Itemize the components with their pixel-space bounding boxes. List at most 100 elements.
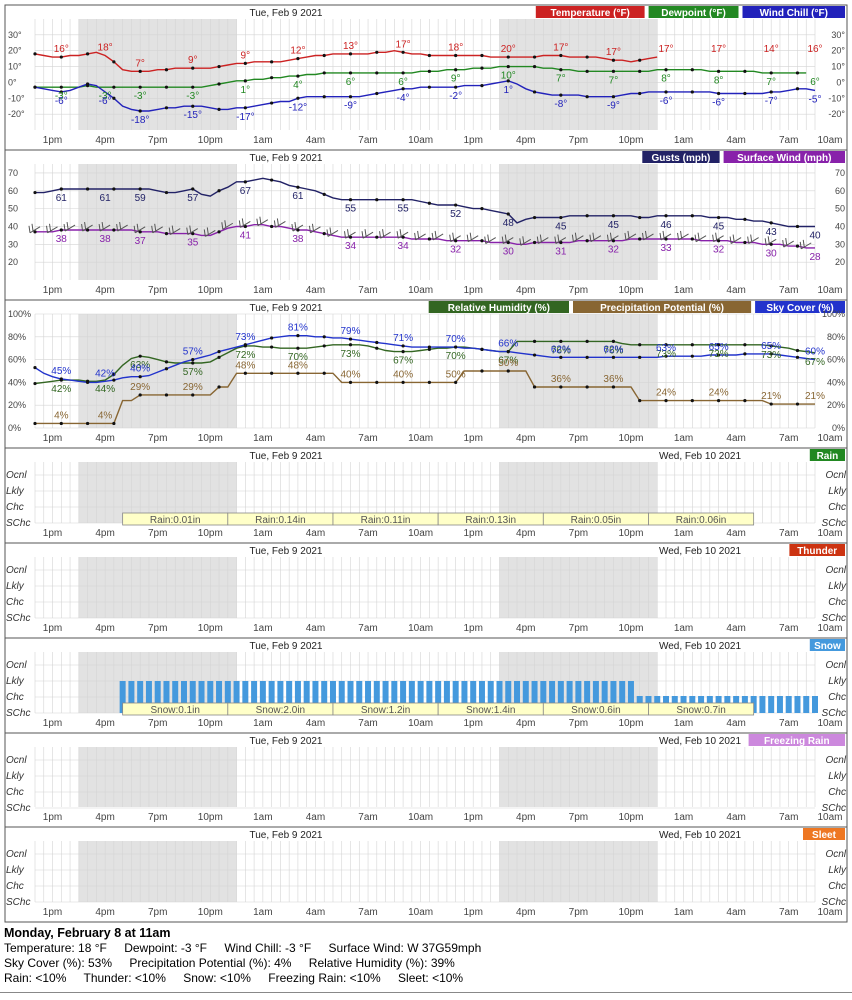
series-point xyxy=(585,355,589,359)
category-label: Lkly xyxy=(6,676,25,687)
x-tick-label: 7pm xyxy=(569,623,588,634)
series-point xyxy=(585,55,589,59)
info-row-3: Rain: <10% Thunder: <10% Snow: <10% Free… xyxy=(4,971,848,986)
wind-barb xyxy=(729,234,742,244)
data-label: 44% xyxy=(95,384,115,395)
category-label-right: Chc xyxy=(828,692,846,703)
precip-bar xyxy=(259,681,266,713)
precip-bar xyxy=(592,681,599,713)
category-label-right: Chc xyxy=(828,502,846,513)
category-label-right: Ocnl xyxy=(825,755,846,766)
data-label: 7° xyxy=(556,74,566,85)
series-point xyxy=(795,348,800,353)
series-point xyxy=(217,230,221,234)
date-label: Tue, Feb 9 2021 xyxy=(249,8,322,19)
date-label-2: Wed, Feb 10 2021 xyxy=(659,641,742,652)
series-point xyxy=(243,106,247,110)
data-label: 7° xyxy=(609,75,619,86)
series-point xyxy=(112,421,116,426)
data-label: -6° xyxy=(712,98,725,109)
legend-swatch xyxy=(642,151,720,163)
data-label: 4% xyxy=(98,410,113,421)
date-label: Tue, Feb 9 2021 xyxy=(249,641,322,652)
series-point xyxy=(611,355,616,359)
panel-snow xyxy=(4,637,848,734)
x-tick-label: 10am xyxy=(408,907,433,918)
series-point xyxy=(33,190,37,195)
x-tick-label: 4pm xyxy=(95,285,114,296)
series-point xyxy=(559,93,563,97)
panel-humidity xyxy=(4,299,848,449)
date-label: Tue, Feb 9 2021 xyxy=(249,153,322,164)
data-label: 32 xyxy=(450,245,462,256)
data-label: 6° xyxy=(398,77,408,88)
series-point xyxy=(401,50,405,54)
wind-barb xyxy=(694,232,707,243)
series-point xyxy=(638,91,642,96)
data-label: -3° xyxy=(55,91,68,102)
data-label: 4° xyxy=(293,80,303,91)
info-row-1: Temperature: 18 °F Dewpoint: -3 °F Wind … xyxy=(4,941,848,956)
data-label: 73% xyxy=(656,349,676,360)
series-point xyxy=(795,355,800,359)
data-label: 62% xyxy=(603,344,623,355)
series-point xyxy=(296,57,300,61)
x-tick-label: 7pm xyxy=(148,433,167,444)
series-point xyxy=(585,239,589,243)
x-tick-label: 10am xyxy=(408,623,433,634)
x-tick-label: 7pm xyxy=(569,907,588,918)
data-label: 38 xyxy=(292,234,304,245)
data-label: 52 xyxy=(450,209,462,220)
precip-bar xyxy=(584,681,591,713)
precip-bar xyxy=(452,681,459,713)
category-label: Ocnl xyxy=(6,565,27,576)
x-tick-label: 4am xyxy=(306,812,325,823)
x-tick-label: 1am xyxy=(253,135,272,146)
series-point xyxy=(164,85,169,89)
x-tick-label: 7am xyxy=(358,433,377,444)
x-tick-label: 1pm xyxy=(463,812,482,823)
data-label: 45 xyxy=(608,220,620,231)
data-label: 70% xyxy=(446,351,466,362)
x-tick-label: 7am xyxy=(358,623,377,634)
legend-entry: Rain xyxy=(817,451,839,462)
precip-bar xyxy=(189,681,196,713)
series-point xyxy=(690,237,694,241)
x-tick-label: 4am xyxy=(306,718,325,729)
precip-bar xyxy=(321,681,328,713)
series-point xyxy=(611,339,616,343)
series-point xyxy=(375,198,379,202)
series-point xyxy=(743,343,747,347)
wind-barb xyxy=(712,232,724,243)
wind-barb xyxy=(641,230,654,241)
category-label: SChc xyxy=(6,708,30,719)
series-point xyxy=(716,353,721,357)
info-sky-cover: Sky Cover (%): 53% xyxy=(4,956,113,970)
x-tick-label: 4am xyxy=(726,285,745,296)
legend-entry: Snow xyxy=(814,641,841,652)
x-tick-label: 1am xyxy=(253,812,272,823)
series-point xyxy=(611,69,616,73)
x-tick-label: 7am xyxy=(358,718,377,729)
info-dewpoint: Dewpoint: -3 °F xyxy=(124,941,208,955)
data-label: -9° xyxy=(607,101,620,112)
category-label-right: Lkly xyxy=(828,865,847,876)
x-tick-label: 7am xyxy=(779,135,798,146)
legend-entry: Wind Chill (°F) xyxy=(760,8,828,19)
series-point xyxy=(243,180,247,184)
precip-bar xyxy=(303,681,310,713)
panel-sleet xyxy=(4,826,848,923)
series-point xyxy=(690,343,694,347)
series-point xyxy=(33,421,37,426)
data-label: 28 xyxy=(809,252,821,263)
x-tick-label: 4pm xyxy=(516,812,535,823)
data-label: 67% xyxy=(498,356,518,367)
series-point xyxy=(191,361,195,365)
series-point xyxy=(690,214,694,218)
series-point xyxy=(164,393,169,397)
x-tick-label: 1am xyxy=(674,718,693,729)
x-tick-label: 7pm xyxy=(569,718,588,729)
x-tick-label: 10pm xyxy=(618,812,643,823)
series-point xyxy=(769,71,773,75)
x-tick-label: 4am xyxy=(726,718,745,729)
